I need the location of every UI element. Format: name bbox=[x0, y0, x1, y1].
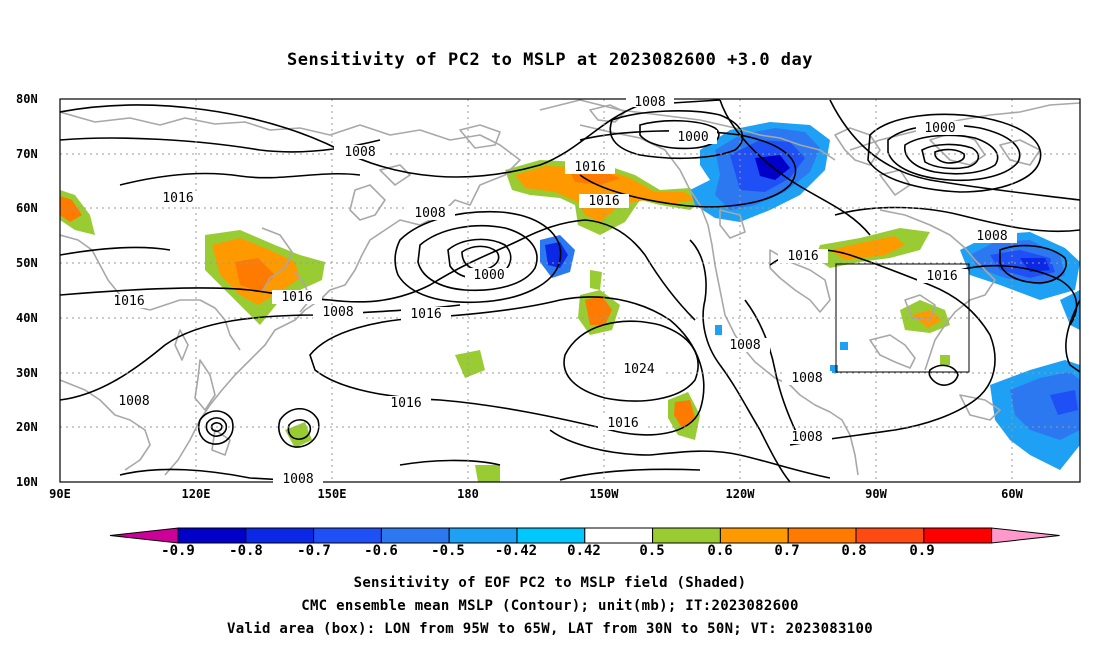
colorbar-swatch bbox=[245, 527, 315, 544]
lat-label: 40N bbox=[16, 311, 38, 325]
colorbar-low-triangle bbox=[109, 527, 179, 544]
contour-label: 1008 bbox=[282, 472, 313, 487]
colorbar-label: -0.5 bbox=[431, 543, 465, 559]
lon-label: 60W bbox=[1001, 487, 1023, 501]
colorbar-swatch bbox=[787, 527, 857, 544]
contour-label: 1008 bbox=[414, 206, 445, 221]
contour-label: 1000 bbox=[473, 268, 504, 283]
lat-label: 60N bbox=[16, 201, 38, 215]
contour-label: 1016 bbox=[926, 269, 957, 284]
colorbar-swatch bbox=[652, 527, 721, 544]
colorbar-swatch bbox=[380, 527, 450, 544]
lon-label: 90E bbox=[49, 487, 71, 501]
plot-frame bbox=[59, 98, 1081, 483]
colorbar-swatch bbox=[448, 527, 518, 544]
contour-label: 1016 bbox=[787, 249, 818, 264]
colorbar-label: 0.42 bbox=[567, 543, 601, 559]
colorbar-label: 0.6 bbox=[707, 543, 733, 559]
lat-label: 70N bbox=[16, 147, 38, 161]
contour-label: 1016 bbox=[607, 416, 638, 431]
footer-line-3: Valid area (box): LON from 95W to 65W, L… bbox=[227, 621, 873, 637]
lat-label: 30N bbox=[16, 366, 38, 380]
contour-label: 1016 bbox=[588, 194, 619, 209]
lon-label: 150E bbox=[317, 487, 347, 501]
colorbar-label: -0.8 bbox=[229, 543, 263, 559]
contour-label: 1008 bbox=[322, 305, 353, 320]
colorbar-swatch bbox=[855, 527, 925, 544]
contour-label: 1008 bbox=[791, 371, 822, 386]
lon-label: 120W bbox=[725, 487, 755, 501]
lon-label: 150W bbox=[589, 487, 619, 501]
footer-line-1: Sensitivity of EOF PC2 to MSLP field (Sh… bbox=[353, 575, 747, 591]
colorbar-high-triangle bbox=[991, 527, 1060, 544]
colorbar-swatch bbox=[719, 527, 789, 544]
colorbar-swatch bbox=[516, 527, 586, 544]
colorbar-label: -0.9 bbox=[161, 543, 195, 559]
contour-label: 1008 bbox=[344, 145, 375, 160]
footer-line-2: CMC ensemble mean MSLP (Contour); unit(m… bbox=[301, 598, 799, 614]
contour-label: 1016 bbox=[113, 294, 144, 309]
contour-label: 1000 bbox=[677, 130, 708, 145]
contour-label: 1016 bbox=[281, 290, 312, 305]
contour-label: 1016 bbox=[410, 307, 441, 322]
colorbar-label: 0.7 bbox=[774, 543, 800, 559]
contour-label: 1000 bbox=[924, 121, 955, 136]
contour-label: 1008 bbox=[976, 229, 1007, 244]
colorbar-label: 0.8 bbox=[841, 543, 867, 559]
lat-label: 80N bbox=[16, 92, 38, 106]
map-title: Sensitivity of PC2 to MSLP at 2023082600… bbox=[286, 50, 813, 70]
shaded-regions bbox=[60, 122, 1080, 482]
colorbar-label: 0.5 bbox=[639, 543, 665, 559]
lon-label: 90W bbox=[865, 487, 887, 501]
lat-label: 50N bbox=[16, 256, 38, 270]
contour-label: 1024 bbox=[623, 362, 654, 377]
contour-label: 1016 bbox=[162, 191, 193, 206]
lat-label: 10N bbox=[16, 475, 38, 489]
colorbar-label: -0.6 bbox=[364, 543, 398, 559]
colorbar-swatch bbox=[923, 527, 993, 544]
colorbar-swatch bbox=[177, 527, 247, 544]
contour-label: 1016 bbox=[574, 160, 605, 175]
colorbar bbox=[109, 527, 1060, 544]
contour-label: 1016 bbox=[390, 396, 421, 411]
contour-label: 1008 bbox=[729, 338, 760, 353]
colorbar-label: 0.9 bbox=[909, 543, 935, 559]
contour-label: 1008 bbox=[791, 430, 822, 445]
colorbar-swatch bbox=[313, 527, 382, 544]
colorbar-label: -0.42 bbox=[494, 543, 538, 559]
lat-label: 20N bbox=[16, 420, 38, 434]
contour-label: 1008 bbox=[118, 394, 149, 409]
colorbar-swatch bbox=[584, 527, 654, 544]
lon-label: 120E bbox=[181, 487, 211, 501]
contour-labels: 1008 1000 1000 1008 1016 1016 1016 1008 … bbox=[104, 95, 1017, 487]
contour-label: 1008 bbox=[634, 95, 665, 110]
lon-label: 180 bbox=[457, 487, 479, 501]
colorbar-label: -0.7 bbox=[297, 543, 331, 559]
